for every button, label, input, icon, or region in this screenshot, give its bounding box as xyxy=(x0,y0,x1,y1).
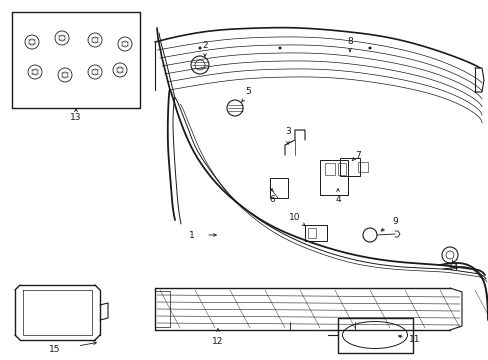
Bar xyxy=(319,160,347,195)
Circle shape xyxy=(278,46,281,49)
Text: 8: 8 xyxy=(346,37,352,46)
Text: 15: 15 xyxy=(49,346,61,355)
Text: 10: 10 xyxy=(289,213,300,222)
Text: 14: 14 xyxy=(447,264,459,273)
Text: 13: 13 xyxy=(70,113,81,122)
Bar xyxy=(337,163,346,175)
Text: 9: 9 xyxy=(391,217,397,226)
Bar xyxy=(325,163,334,175)
Text: 4: 4 xyxy=(334,195,340,204)
Text: 11: 11 xyxy=(408,336,420,345)
Circle shape xyxy=(198,46,201,49)
Bar xyxy=(307,228,315,238)
Text: 7: 7 xyxy=(354,150,360,159)
Text: 3: 3 xyxy=(285,127,290,136)
Text: 1: 1 xyxy=(189,230,195,239)
Bar xyxy=(305,225,326,241)
Bar xyxy=(339,158,359,176)
Text: 12: 12 xyxy=(212,338,223,346)
Bar xyxy=(357,162,367,172)
Text: 6: 6 xyxy=(268,195,274,204)
Bar xyxy=(269,178,287,198)
Text: 2: 2 xyxy=(202,40,207,49)
Bar xyxy=(337,318,412,353)
Text: 5: 5 xyxy=(244,87,250,96)
Circle shape xyxy=(368,46,371,49)
